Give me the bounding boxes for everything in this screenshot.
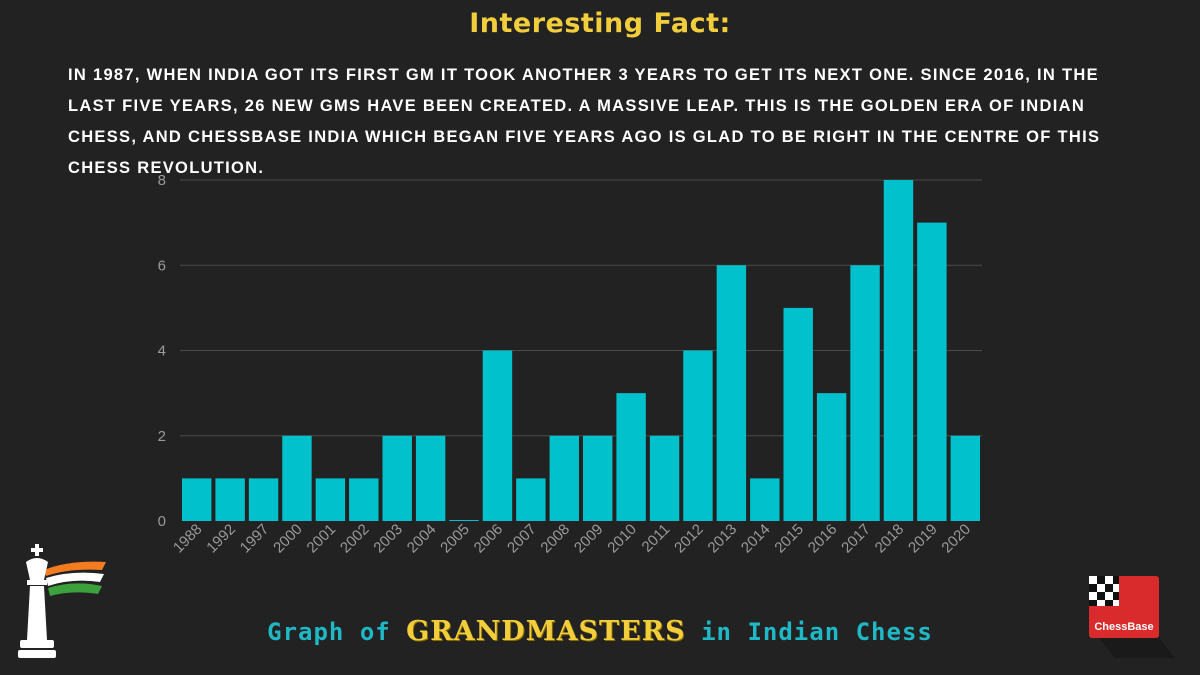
x-tick-label: 2018 — [872, 521, 908, 557]
bar-2018 — [883, 180, 914, 521]
bar-2015 — [783, 307, 813, 521]
x-tick-label: 2015 — [771, 521, 807, 557]
caption-highlight: GRANDMASTERS — [406, 616, 686, 647]
x-tick-label: 2013 — [705, 521, 741, 557]
x-tick-label: 2006 — [471, 521, 507, 557]
x-tick-label: 2010 — [604, 521, 640, 557]
bar-2006 — [482, 350, 513, 521]
x-tick-label: 1997 — [237, 521, 273, 557]
chessbase-logo: ChessBase — [1085, 572, 1185, 666]
bar-2002 — [349, 478, 379, 521]
caption-suffix: in Indian Chess — [701, 618, 933, 646]
bar-2017 — [850, 265, 880, 521]
fact-text: In 1987, when India got its first GM it … — [68, 66, 1101, 177]
bar-2007 — [516, 478, 546, 521]
caption-prefix: Graph of — [267, 618, 391, 646]
x-tick-label: 2007 — [504, 521, 540, 557]
x-tick-label: 2003 — [370, 521, 406, 557]
bar-2016 — [816, 393, 847, 521]
chart-caption: Graph of GRANDMASTERS in Indian Chess — [0, 616, 1200, 647]
bar-2004 — [415, 435, 446, 521]
y-tick-label: 4 — [158, 343, 166, 360]
x-tick-label: 2014 — [738, 521, 774, 557]
y-tick-label: 6 — [158, 257, 166, 274]
x-tick-label: 2000 — [270, 521, 306, 557]
bar-2001 — [315, 478, 346, 521]
chess-king-flag-icon — [18, 544, 106, 658]
bar-2009 — [583, 435, 613, 521]
chessbase-logo-text: ChessBase — [1094, 621, 1153, 633]
x-tick-label: 2019 — [905, 521, 941, 557]
x-tick-label: 2004 — [404, 521, 440, 557]
bar-2011 — [649, 435, 680, 521]
bar-2020 — [950, 435, 980, 521]
bar-2014 — [750, 478, 780, 521]
bar-1992 — [215, 478, 245, 521]
x-tick-label: 2009 — [571, 521, 607, 557]
bar-2003 — [382, 435, 412, 521]
y-tick-label: 2 — [158, 428, 166, 445]
page-title: Interesting Fact: — [469, 8, 731, 39]
x-tick-label: 2005 — [437, 521, 473, 557]
bar-chart: 0246819881992199720002001200220032004200… — [158, 172, 982, 557]
x-tick-label: 1992 — [203, 521, 239, 557]
x-tick-label: 2017 — [838, 521, 874, 557]
x-tick-label: 2011 — [639, 521, 674, 556]
bar-1988 — [182, 478, 212, 521]
bar-1997 — [248, 478, 279, 521]
x-tick-label: 1988 — [170, 521, 206, 557]
x-tick-label: 2008 — [537, 521, 573, 557]
y-tick-label: 0 — [158, 513, 166, 530]
x-tick-label: 2016 — [805, 521, 841, 557]
bar-2012 — [683, 350, 713, 521]
bar-2013 — [716, 265, 747, 521]
x-tick-label: 2001 — [304, 521, 340, 557]
x-tick-label: 2012 — [671, 521, 707, 557]
y-tick-label: 8 — [158, 172, 166, 189]
bar-2010 — [616, 393, 646, 521]
bar-2008 — [549, 435, 579, 521]
bar-2019 — [917, 222, 947, 521]
bar-2000 — [282, 435, 312, 521]
x-tick-label: 2020 — [938, 521, 974, 557]
x-tick-label: 2002 — [337, 521, 373, 557]
bar-2005 — [449, 520, 479, 521]
